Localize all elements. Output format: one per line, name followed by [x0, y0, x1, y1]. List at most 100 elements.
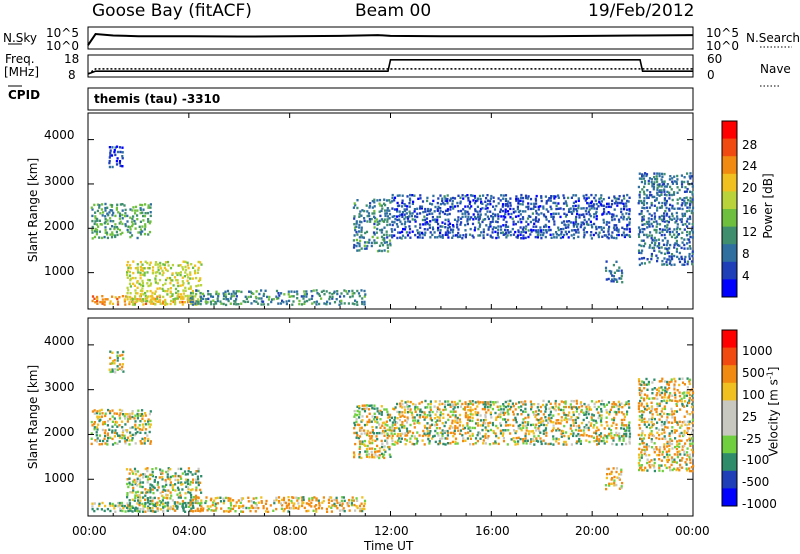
- velocity-cell: [315, 499, 318, 502]
- velocity-cell: [138, 478, 142, 481]
- power-cell: [126, 214, 129, 218]
- velocity-cell: [287, 502, 290, 505]
- velocity-cell: [134, 481, 137, 484]
- velocity-cell: [233, 505, 236, 508]
- power-cell: [574, 220, 578, 223]
- velocity-cell: [95, 411, 98, 415]
- power-cell: [404, 220, 407, 224]
- velocity-cell: [606, 473, 609, 476]
- power-cell: [588, 213, 591, 216]
- power-cell: [612, 213, 615, 216]
- velocity-cell: [532, 439, 535, 442]
- velocity-cell: [676, 455, 679, 459]
- velocity-cell: [458, 424, 461, 427]
- power-cell: [134, 300, 137, 303]
- power-cell: [116, 300, 120, 303]
- power-cell: [661, 239, 664, 242]
- velocity-cell: [225, 509, 228, 513]
- velocity-cell: [137, 496, 140, 499]
- power-ytick-1000: 1000: [44, 264, 75, 278]
- power-cell: [537, 205, 540, 208]
- velocity-cell: [398, 437, 401, 440]
- power-cell: [589, 214, 592, 218]
- velocity-cell: [414, 403, 417, 407]
- velocity-cell: [670, 439, 674, 442]
- velocity-cell: [131, 470, 134, 473]
- power-cell: [401, 213, 404, 216]
- power-cell: [660, 214, 664, 218]
- velocity-cell: [462, 407, 465, 411]
- power-cell: [142, 284, 145, 287]
- power-cell: [187, 282, 190, 285]
- power-cell: [612, 263, 615, 267]
- power-cell: [471, 194, 474, 197]
- power-cell: [590, 193, 593, 197]
- velocity-cell: [524, 432, 527, 435]
- velocity-cbar-label-end: ]: [766, 366, 781, 372]
- velocity-cell: [425, 415, 429, 419]
- power-cell: [664, 247, 667, 250]
- velocity-cell: [342, 496, 345, 499]
- velocity-cell: [454, 410, 457, 413]
- velocity-cell: [211, 503, 214, 507]
- power-cell: [549, 199, 552, 202]
- power-cell: [156, 282, 159, 285]
- velocity-cell: [669, 392, 672, 395]
- velocity-cell: [358, 451, 361, 454]
- velocity-cell: [151, 510, 155, 513]
- velocity-cell: [416, 440, 419, 443]
- velocity-cell: [124, 412, 127, 416]
- velocity-cell: [457, 429, 460, 432]
- power-cell: [395, 215, 399, 218]
- power-cell: [462, 208, 465, 211]
- power-cell: [427, 207, 430, 211]
- velocity-cell: [406, 400, 409, 403]
- velocity-cell: [565, 431, 568, 434]
- velocity-cell: [456, 426, 459, 429]
- velocity-cell: [643, 420, 646, 424]
- velocity-cell: [625, 434, 628, 438]
- power-cell: [408, 225, 411, 228]
- velocity-cell: [197, 478, 200, 481]
- power-cell: [665, 206, 668, 210]
- power-cell: [647, 217, 650, 220]
- velocity-cell: [535, 413, 538, 417]
- velocity-cell: [444, 400, 447, 403]
- power-cell: [111, 225, 114, 228]
- velocity-cell: [419, 413, 422, 417]
- power-cell: [195, 284, 198, 288]
- power-cell: [688, 222, 691, 225]
- power-cell: [611, 218, 614, 222]
- velocity-cell: [688, 391, 691, 394]
- power-cell: [665, 247, 668, 251]
- power-cell: [149, 203, 152, 206]
- power-cell: [266, 295, 269, 299]
- velocity-cell: [452, 410, 455, 414]
- power-cell: [605, 260, 608, 263]
- power-cell: [663, 199, 666, 202]
- velocity-cell: [368, 440, 371, 443]
- velocity-cell: [466, 414, 469, 417]
- power-cell: [320, 297, 323, 300]
- power-cell: [388, 217, 391, 220]
- power-cell: [550, 207, 553, 211]
- power-cell: [451, 236, 454, 239]
- velocity-cell: [171, 499, 174, 502]
- velocity-cell: [464, 414, 467, 417]
- power-cell: [106, 219, 109, 222]
- power-cell: [461, 194, 464, 197]
- power-cell: [191, 295, 194, 298]
- power-cell: [670, 218, 674, 221]
- velocity-cell: [111, 360, 115, 363]
- velocity-cell: [653, 378, 656, 381]
- power-cell: [653, 249, 656, 252]
- velocity-cell: [107, 408, 110, 412]
- power-cell: [144, 298, 147, 301]
- power-cell: [509, 216, 512, 219]
- power-cell: [661, 259, 664, 263]
- power-cell: [300, 295, 303, 298]
- velocity-cell: [166, 504, 169, 507]
- velocity-cell: [658, 386, 661, 390]
- velocity-cell: [452, 403, 455, 406]
